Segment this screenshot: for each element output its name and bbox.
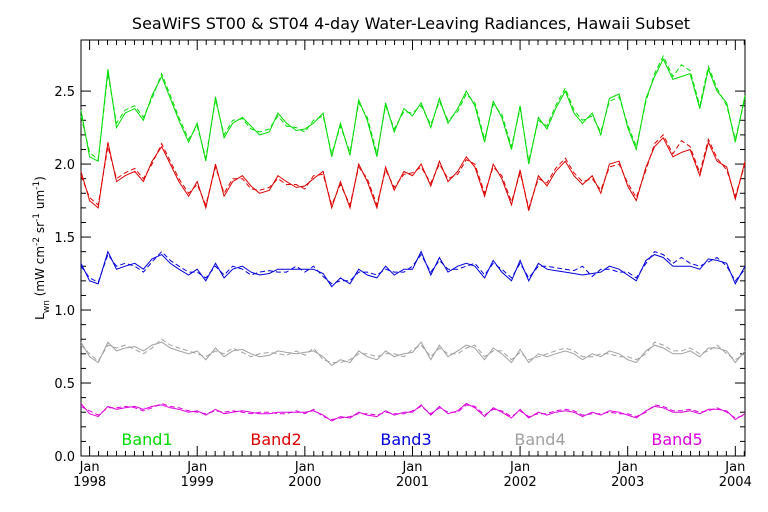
legend-label-band4: Band4 <box>514 430 565 449</box>
series-line-band5-solid <box>80 402 746 422</box>
y-axis-title-exp-um: -1 <box>32 181 42 190</box>
series-lines <box>80 54 746 422</box>
x-tick-year-label: 1998 <box>73 475 106 490</box>
plot-area-frame <box>80 39 746 457</box>
y-axis-title-exp-cm: -2 <box>32 237 42 246</box>
y-axis-title-units-open: (mW cm <box>33 246 47 300</box>
y-tick-label: 1.0 <box>54 304 75 319</box>
x-tick-year-label: 2001 <box>396 475 429 490</box>
legend: Band1 Band2 Band3 Band4 Band5 <box>121 430 702 449</box>
y-tick-label: 2.5 <box>54 85 75 100</box>
x-tick-month-label: Jan <box>401 460 422 475</box>
x-tick-year-label: 1999 <box>181 475 214 490</box>
series-line-band4-solid <box>80 341 746 367</box>
y-axis-title-main: L <box>33 313 47 320</box>
legend-label-band3: Band3 <box>380 430 431 449</box>
series-line-band5-dashed <box>80 402 746 421</box>
series-line-band1-dashed <box>80 54 746 162</box>
x-tick-year-label: 2004 <box>719 475 752 490</box>
y-axis-title-um: um <box>33 190 47 213</box>
series-line-band3-solid <box>80 250 746 288</box>
series-line-band2-dashed <box>80 134 746 210</box>
x-tick-month-label: Jan <box>294 460 315 475</box>
y-axis-title-exp-sr: -1 <box>32 213 42 222</box>
y-axis-ticks: 0.0 0.5 1.0 1.5 2.0 2.5 <box>54 85 745 465</box>
x-axis-ticks: Jan1998Jan1999Jan2000Jan2001Jan2002Jan20… <box>73 40 752 490</box>
y-axis-title-units-close: ) <box>33 176 47 181</box>
series-line-band3-dashed <box>80 250 746 285</box>
x-tick-month-label: Jan <box>509 460 530 475</box>
x-tick-month-label: Jan <box>79 460 100 475</box>
x-tick-year-label: 2002 <box>504 475 537 490</box>
series-line-band4-dashed <box>80 338 746 364</box>
legend-label-band5: Band5 <box>651 430 702 449</box>
y-tick-label: 0.5 <box>54 377 75 392</box>
x-tick-month-label: Jan <box>724 460 745 475</box>
x-tick-month-label: Jan <box>617 460 638 475</box>
x-tick-month-label: Jan <box>186 460 207 475</box>
x-tick-year-label: 2000 <box>288 475 321 490</box>
legend-label-band1: Band1 <box>121 430 172 449</box>
legend-label-band2: Band2 <box>250 430 301 449</box>
y-axis-title-sr: sr <box>33 222 47 237</box>
chart-title: SeaWiFS ST00 & ST04 4-day Water-Leaving … <box>132 14 690 33</box>
x-tick-year-label: 2003 <box>611 475 644 490</box>
y-axis-title-subscript: wn <box>42 300 52 313</box>
y-tick-label: 1.5 <box>54 231 75 246</box>
y-tick-label: 0.0 <box>54 450 75 465</box>
series-line-band2-solid <box>80 136 746 211</box>
y-axis-title: Lwn (mW cm-2 sr-1 um-1) <box>32 176 52 320</box>
series-line-band1-solid <box>80 57 746 165</box>
y-tick-label: 2.0 <box>54 158 75 173</box>
